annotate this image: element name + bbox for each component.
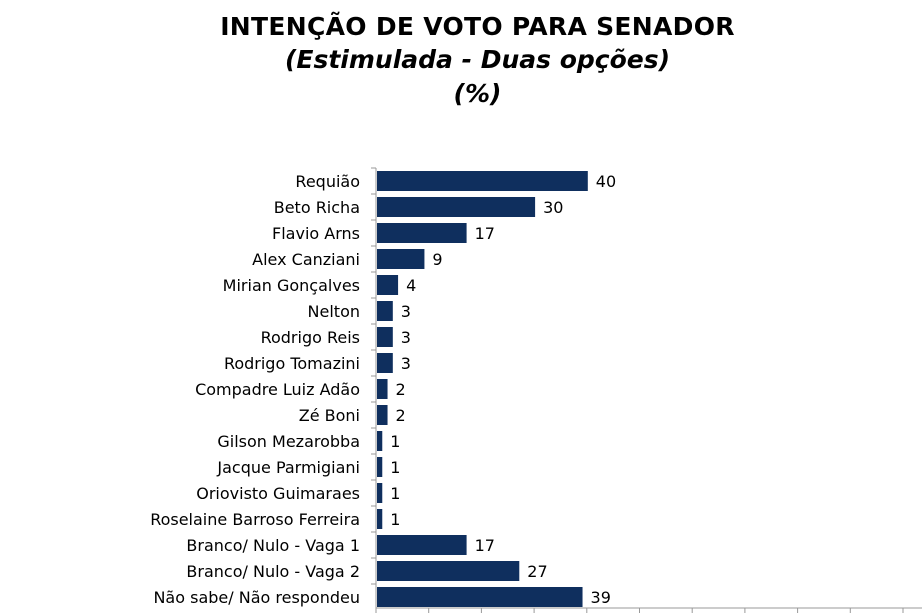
bar (377, 509, 383, 529)
data-label: 1 (390, 510, 400, 529)
data-label: 3 (401, 328, 411, 347)
bar (377, 197, 536, 217)
bar (377, 379, 388, 399)
data-label: 17 (475, 224, 495, 243)
category-label: Zé Boni (299, 406, 360, 425)
chart-title-block: INTENÇÃO DE VOTO PARA SENADOR (Estimulad… (0, 10, 922, 111)
bar (377, 561, 520, 581)
data-label: 1 (390, 432, 400, 451)
bar (377, 353, 393, 373)
data-label: 1 (390, 458, 400, 477)
bar (377, 171, 588, 191)
category-label: Alex Canziani (252, 250, 360, 269)
data-label: 4 (406, 276, 416, 295)
category-label: Rodrigo Reis (261, 328, 360, 347)
data-label: 1 (390, 484, 400, 503)
category-label: Mirian Gonçalves (223, 276, 360, 295)
category-label: Não sabe/ Não respondeu (153, 588, 360, 607)
category-label: Rodrigo Tomazini (224, 354, 360, 373)
chart-title: INTENÇÃO DE VOTO PARA SENADOR (220, 12, 735, 41)
data-label: 2 (396, 380, 406, 399)
data-label: 2 (396, 406, 406, 425)
data-label: 17 (475, 536, 495, 555)
category-label: Beto Richa (274, 198, 360, 217)
category-label: Nelton (308, 302, 360, 321)
bar (377, 483, 383, 503)
data-label: 27 (527, 562, 547, 581)
bar (377, 327, 393, 347)
category-label: Roselaine Barroso Ferreira (150, 510, 360, 529)
category-label: Branco/ Nulo - Vaga 1 (186, 536, 360, 555)
category-label: Compadre Luiz Adão (195, 380, 360, 399)
bar (377, 587, 583, 607)
data-label: 3 (401, 302, 411, 321)
category-label: Gilson Mezarobba (217, 432, 360, 451)
bar (377, 275, 399, 295)
category-label: Requião (295, 172, 360, 191)
data-label: 9 (432, 250, 442, 269)
data-label: 3 (401, 354, 411, 373)
bar (377, 431, 383, 451)
chart-subtitle: (Estimulada - Duas opções) (284, 45, 671, 74)
category-label: Oriovisto Guimaraes (196, 484, 360, 503)
category-label: Branco/ Nulo - Vaga 2 (186, 562, 360, 581)
category-label: Flavio Arns (272, 224, 360, 243)
data-label: 30 (543, 198, 563, 217)
data-label: 40 (596, 172, 616, 191)
bar (377, 223, 467, 243)
bar (377, 301, 393, 321)
bar (377, 457, 383, 477)
category-label: Jacque Parmigiani (216, 458, 360, 477)
bar (377, 405, 388, 425)
bar (377, 249, 425, 269)
data-label: 39 (591, 588, 611, 607)
bar (377, 535, 467, 555)
chart-unit: (%) (453, 79, 502, 108)
